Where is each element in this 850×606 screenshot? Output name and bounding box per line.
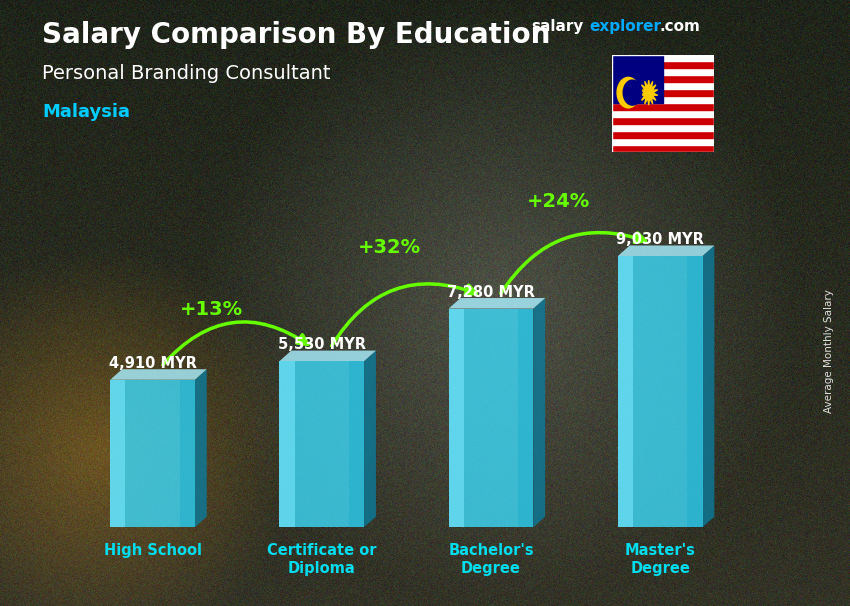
Text: 7,280 MYR: 7,280 MYR: [447, 285, 535, 299]
Polygon shape: [702, 245, 714, 527]
Text: 9,030 MYR: 9,030 MYR: [616, 232, 704, 247]
Bar: [618, 256, 633, 527]
Text: +24%: +24%: [527, 191, 590, 210]
Bar: [449, 308, 464, 527]
Bar: [612, 131, 714, 138]
Polygon shape: [280, 351, 376, 361]
Text: Salary Comparison By Education: Salary Comparison By Education: [42, 21, 551, 49]
Bar: [612, 103, 714, 110]
Bar: [612, 75, 714, 82]
Text: Malaysia: Malaysia: [42, 103, 131, 121]
Bar: [110, 380, 195, 527]
Text: explorer: explorer: [589, 19, 661, 35]
Polygon shape: [195, 369, 207, 527]
Bar: [612, 82, 714, 89]
Text: .com: .com: [660, 19, 700, 35]
Bar: [518, 308, 533, 527]
Circle shape: [617, 78, 639, 108]
Polygon shape: [110, 369, 207, 380]
Bar: [179, 380, 195, 527]
Bar: [618, 256, 702, 527]
Bar: [612, 68, 714, 75]
Text: 4,910 MYR: 4,910 MYR: [109, 356, 196, 371]
Bar: [280, 361, 295, 527]
Polygon shape: [364, 351, 376, 527]
Bar: [449, 308, 533, 527]
Bar: [688, 256, 702, 527]
Bar: [612, 96, 714, 103]
Text: +13%: +13%: [180, 299, 243, 319]
Circle shape: [623, 80, 642, 105]
Polygon shape: [618, 245, 714, 256]
Polygon shape: [640, 80, 658, 105]
Text: +32%: +32%: [358, 238, 421, 257]
Text: 5,530 MYR: 5,530 MYR: [278, 337, 366, 352]
Bar: [110, 380, 126, 527]
Bar: [280, 361, 364, 527]
Bar: [612, 138, 714, 145]
Bar: [612, 124, 714, 131]
Polygon shape: [449, 298, 545, 308]
Text: Average Monthly Salary: Average Monthly Salary: [824, 290, 834, 413]
Bar: [612, 145, 714, 152]
Bar: [612, 55, 714, 61]
Bar: [612, 110, 714, 117]
Bar: [612, 117, 714, 124]
Text: salary: salary: [531, 19, 584, 35]
Bar: [612, 61, 714, 68]
Bar: [348, 361, 364, 527]
Bar: [612, 89, 714, 96]
Text: Personal Branding Consultant: Personal Branding Consultant: [42, 64, 331, 82]
Polygon shape: [533, 298, 545, 527]
Bar: [612, 55, 663, 103]
